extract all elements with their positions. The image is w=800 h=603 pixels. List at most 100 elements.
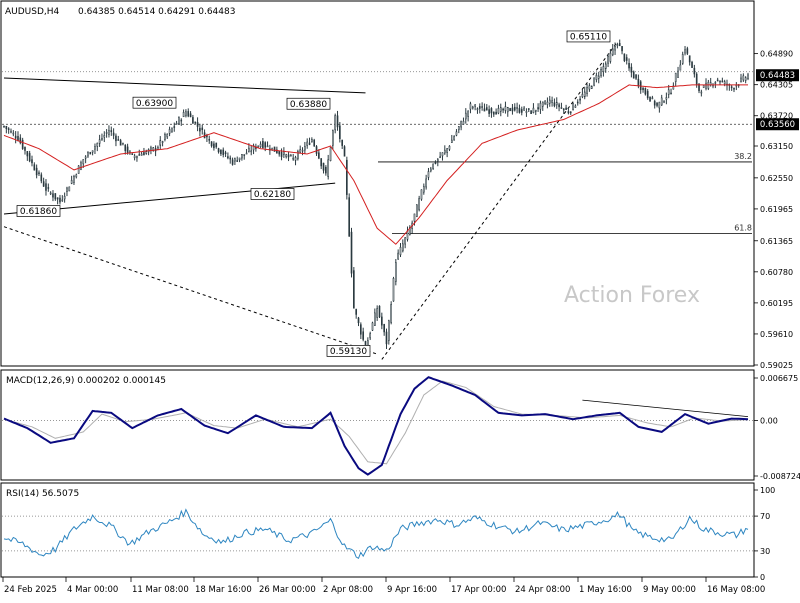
candle-body	[506, 106, 509, 113]
candle-body	[513, 106, 516, 111]
candle-body	[742, 75, 745, 81]
macd-title: MACD(12,26,9) 0.000202 0.000145	[6, 376, 166, 386]
candle-body	[136, 155, 138, 159]
candle-body	[327, 159, 330, 178]
candle-body	[420, 189, 423, 200]
candle-body	[660, 97, 663, 106]
candle-body	[432, 163, 434, 170]
candle-body	[441, 152, 444, 157]
candle-body	[679, 64, 682, 71]
candle-body	[19, 137, 22, 144]
candle-body	[574, 105, 577, 108]
rsi-panel-frame	[0, 482, 755, 578]
candle-body	[611, 48, 614, 56]
candle-body	[369, 333, 371, 339]
candle-body	[665, 97, 668, 100]
time-axis-label: 11 Mar 08:00	[132, 585, 189, 595]
candle-body	[572, 102, 574, 111]
candle-body	[220, 149, 222, 155]
candle-body	[530, 110, 532, 114]
candle-body	[252, 145, 255, 151]
candle-body	[525, 111, 528, 113]
rsi-axis-label: 70	[760, 512, 770, 521]
candle-body	[684, 49, 686, 54]
time-axis-label: 17 Apr 00:00	[451, 585, 506, 595]
candle-body	[567, 111, 570, 114]
candle-body	[157, 146, 159, 150]
candle-body	[187, 111, 190, 117]
time-axis-label: 9 Apr 16:00	[387, 585, 437, 595]
candle-body	[278, 151, 281, 155]
candle-body	[374, 312, 376, 326]
candle-body	[404, 237, 406, 245]
candle-body	[579, 98, 581, 101]
macd-axis-label: -0.008724	[760, 472, 800, 481]
candle-body	[49, 192, 52, 195]
price-axis-label: 0.62550	[760, 174, 793, 183]
macd-axis-label: 0.006675	[760, 374, 798, 383]
candle-body	[511, 107, 514, 112]
candle-body	[208, 138, 211, 141]
candle-body	[644, 88, 647, 95]
price-axis-label: 0.60195	[760, 299, 793, 308]
candle-body	[408, 227, 411, 235]
price-label-box	[16, 205, 61, 217]
candle-body	[700, 91, 703, 94]
candle-body	[166, 133, 169, 138]
candle-body	[14, 135, 17, 139]
candle-body	[705, 82, 707, 89]
price-axis-label: 0.64890	[760, 50, 793, 59]
candle-body	[576, 101, 579, 104]
candle-body	[28, 153, 31, 162]
candle-body	[527, 108, 530, 110]
candle-body	[383, 324, 385, 333]
candle-body	[429, 168, 432, 172]
candle-body	[336, 115, 339, 128]
candle-body	[642, 87, 644, 90]
candle-body	[117, 139, 120, 141]
candle-body	[385, 331, 388, 345]
price-axis-label: 0.61965	[760, 205, 793, 214]
candle-body	[539, 102, 542, 110]
candle-body	[534, 109, 537, 112]
candle-body	[415, 204, 418, 218]
candle-body	[590, 86, 593, 89]
candle-body	[59, 197, 61, 203]
candle-body	[607, 56, 609, 64]
candle-body	[150, 147, 152, 150]
candle-body	[551, 100, 553, 103]
candle-body	[621, 46, 623, 52]
candle-body	[686, 48, 689, 54]
candle-body	[553, 102, 556, 107]
candle-body	[82, 159, 85, 165]
candle-body	[339, 125, 341, 139]
candle-body	[691, 61, 693, 68]
candle-body	[427, 171, 430, 178]
candle-body	[733, 87, 735, 90]
candle-body	[478, 106, 481, 109]
candle-body	[222, 149, 225, 155]
candle-body	[332, 130, 334, 146]
rsi-axis-label: 100	[760, 486, 775, 495]
price-axis-box	[756, 118, 799, 131]
candle-body	[658, 101, 661, 109]
candle-body	[248, 147, 250, 152]
candle-body	[614, 46, 616, 51]
candle-body	[360, 324, 362, 335]
candle-body	[192, 117, 194, 124]
time-x-axis: 24 Feb 2025 4 Mar 00:00 11 Mar 08:00 18 Mar…	[2, 577, 765, 595]
candle-body	[464, 112, 467, 120]
candle-body	[434, 162, 437, 164]
candle-body	[329, 147, 332, 161]
candle-body	[609, 52, 612, 62]
candle-body	[3, 125, 5, 128]
candle-body	[555, 101, 558, 106]
candle-body	[103, 135, 106, 138]
candle-body	[287, 154, 290, 158]
candle-body	[399, 246, 402, 256]
moving-average-line	[3, 84, 748, 245]
candle-body	[588, 85, 591, 90]
candle-body	[462, 120, 465, 125]
candle-body	[108, 130, 110, 135]
